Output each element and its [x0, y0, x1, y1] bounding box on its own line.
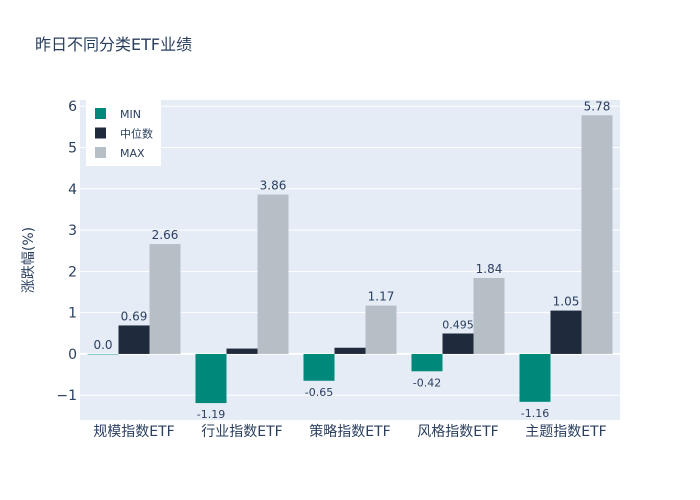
y-tick-label: 1 [68, 306, 77, 322]
y-tick-label: 6 [68, 99, 77, 115]
x-tick-label: 行业指数ETF [201, 424, 282, 440]
legend-swatch [95, 127, 106, 139]
bar-max[interactable] [581, 115, 613, 354]
legend-item[interactable]: MAX [95, 147, 145, 160]
data-label: 0.69 [121, 309, 148, 323]
legend[interactable]: MIN 中位数 MAX [86, 100, 161, 166]
bar-median[interactable] [550, 310, 582, 354]
legend-label: MAX [120, 147, 145, 160]
data-label: 0.495 [442, 318, 474, 331]
bar-min[interactable] [87, 353, 119, 355]
data-label: 0.0 [93, 338, 112, 352]
data-label: 2.66 [152, 228, 179, 242]
data-label: -0.42 [413, 376, 441, 389]
data-label: 1.05 [553, 295, 580, 309]
y-axis-title: 涨跌幅(%) [21, 227, 37, 293]
y-tick-label: −1 [56, 388, 77, 404]
x-tick-label: 策略指数ETF [309, 423, 390, 440]
y-tick-label: 0 [68, 347, 77, 363]
data-label: -1.16 [521, 407, 549, 420]
x-tick-label: 主题指数ETF [525, 424, 606, 440]
y-tick-label: 2 [68, 264, 77, 280]
bar-median[interactable] [442, 333, 474, 354]
bar-max[interactable] [257, 194, 289, 354]
bar-min[interactable] [411, 353, 443, 372]
legend-swatch [95, 108, 106, 119]
bar-max[interactable] [473, 277, 505, 354]
x-tick-label: 规模指数ETF [93, 424, 174, 440]
y-tick-label: 3 [68, 223, 77, 239]
y-tick-label: 5 [68, 140, 77, 156]
legend-item[interactable]: MIN [95, 108, 141, 121]
x-tick-label: 风格指数ETF [417, 424, 498, 440]
legend-label: MIN [120, 108, 141, 121]
y-axis-ticks: −1 0 1 2 3 4 5 6 [56, 99, 77, 404]
bar-min[interactable] [519, 353, 551, 402]
bar-max[interactable] [365, 305, 397, 354]
data-labels: 0.0 0.69 2.66 -1.19 3.86 -0.65 1.17 -0.42 0.495 1… [93, 99, 610, 421]
chart-title: 昨日不同分类ETF业绩 [35, 35, 192, 54]
data-label: 3.86 [260, 179, 287, 193]
x-axis-ticks: 规模指数ETF 行业指数ETF 策略指数ETF 风格指数ETF 主题指数ETF [93, 423, 606, 440]
legend-swatch [95, 147, 106, 158]
bar-median[interactable] [334, 347, 366, 354]
bar-max[interactable] [149, 244, 181, 354]
bar-median[interactable] [118, 325, 150, 354]
data-label: -1.19 [197, 408, 225, 421]
legend-label: 中位数 [120, 127, 153, 141]
legend-item[interactable]: 中位数 [95, 127, 153, 141]
data-label: 1.84 [476, 262, 503, 276]
bar-median[interactable] [226, 348, 258, 354]
data-label: -0.65 [305, 386, 333, 399]
data-label: 1.17 [368, 290, 395, 304]
data-label: 5.78 [584, 99, 611, 113]
bar-min[interactable] [303, 353, 335, 381]
y-tick-label: 4 [68, 182, 77, 198]
bar-min[interactable] [195, 353, 227, 404]
bars [87, 115, 613, 404]
